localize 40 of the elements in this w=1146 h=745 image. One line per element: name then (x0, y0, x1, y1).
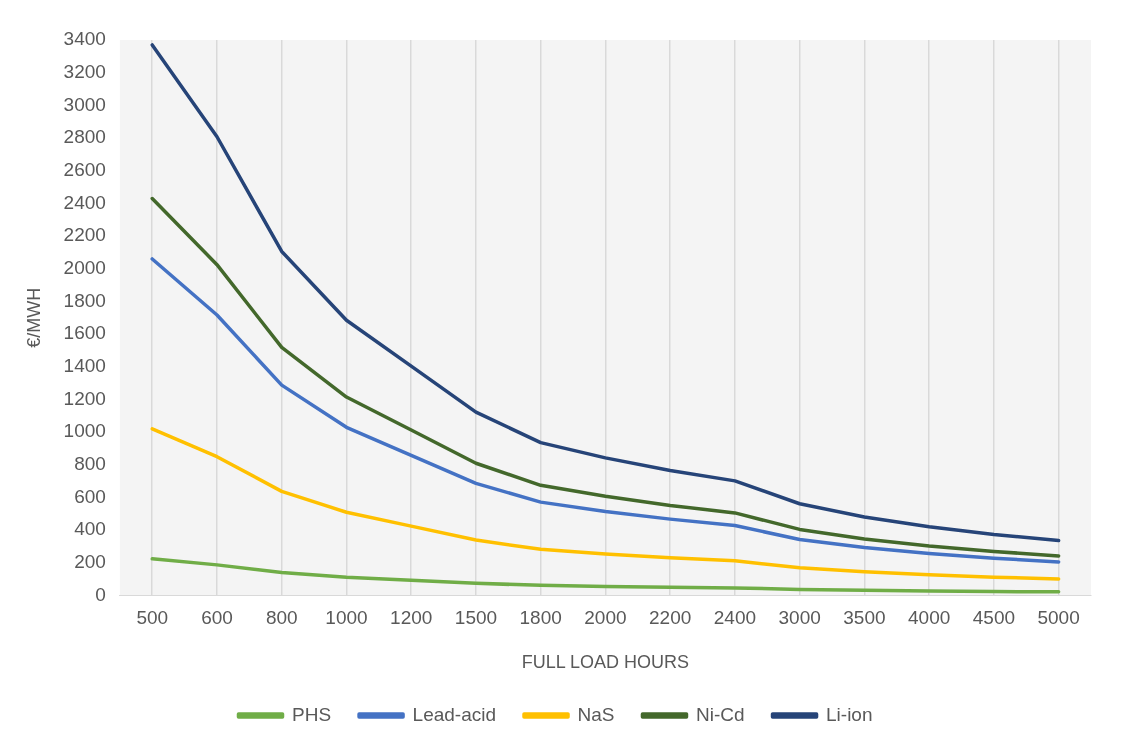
y-tick-label: 600 (74, 485, 106, 507)
x-tick-label: 1800 (519, 607, 562, 629)
legend-label: Ni-Cd (695, 703, 745, 725)
y-tick-label: 2200 (63, 224, 106, 246)
x-tick-label: 800 (265, 607, 298, 629)
legend-label: PHS (292, 703, 332, 725)
x-axis-title: FULL LOAD HOURS (521, 652, 690, 673)
x-tick-label: 1500 (454, 607, 498, 629)
y-tick-label: 2800 (63, 126, 106, 148)
x-tick-label: 3000 (778, 607, 821, 629)
x-tick-label: 5000 (1037, 607, 1080, 629)
y-tick-label: 2000 (63, 257, 106, 279)
y-tick-label: 1200 (63, 387, 106, 409)
x-tick-label: 1000 (325, 607, 368, 629)
y-tick-label: 2600 (63, 158, 106, 180)
x-tick-label: 500 (136, 607, 169, 629)
y-tick-label: 1000 (63, 420, 106, 442)
x-tick-label: 3500 (843, 607, 886, 629)
y-axis-title: €/MWH (23, 287, 44, 348)
y-tick-label: 3000 (63, 93, 106, 115)
legend-label: Li-ion (826, 703, 873, 725)
y-tick-label: 3400 (63, 28, 106, 50)
y-tick-label: 0 (95, 583, 106, 605)
x-tick-label: 2000 (584, 607, 627, 629)
x-tick-label: 2200 (649, 607, 692, 629)
x-tick-label: 1200 (390, 607, 433, 629)
y-tick-label: 800 (74, 453, 106, 475)
x-tick-label: 600 (201, 607, 233, 629)
x-tick-label: 4500 (972, 607, 1016, 629)
x-tick-label: 2400 (713, 607, 757, 629)
legend-label: NaS (577, 703, 615, 725)
y-tick-label: 3200 (63, 60, 106, 82)
y-tick-label: 1600 (63, 322, 106, 344)
x-tick-label: 4000 (908, 607, 951, 629)
y-tick-label: 400 (74, 518, 106, 540)
legend-label: Lead-acid (412, 703, 497, 725)
y-tick-label: 1800 (63, 289, 106, 311)
y-tick-label: 2400 (63, 191, 106, 213)
y-tick-label: 1400 (63, 355, 106, 377)
y-tick-label: 200 (74, 551, 106, 573)
